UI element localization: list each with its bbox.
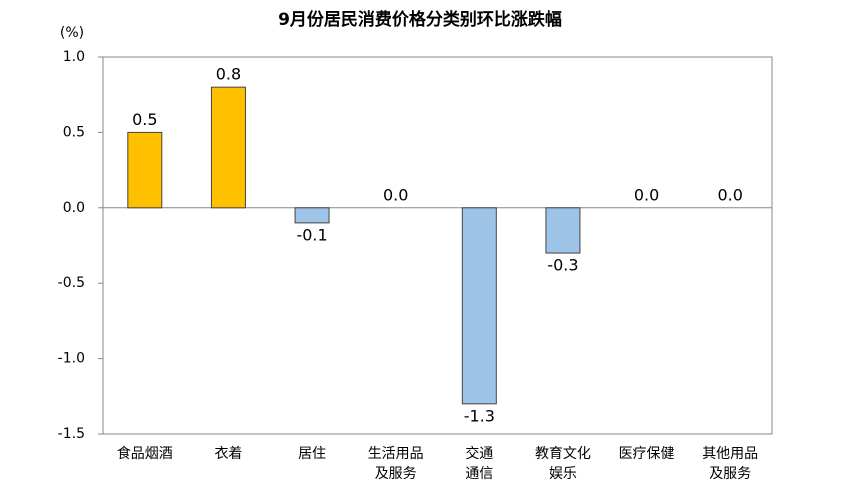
x-tick-label: 其他用品 及服务	[702, 446, 759, 482]
x-tick-label: 居住	[298, 446, 327, 462]
y-tick-label: 0.0	[63, 200, 85, 216]
value-label: 0.0	[634, 185, 659, 204]
bar	[461, 207, 497, 405]
y-tick-label: -1.5	[58, 426, 85, 442]
chart-title: 9月份居民消费价格分类别环比涨跌幅	[278, 9, 562, 30]
value-label: -1.3	[464, 406, 495, 425]
value-label: 0.8	[216, 65, 241, 84]
y-tick-label: -1.0	[58, 351, 85, 367]
x-tick-label: 教育文化 娱乐	[534, 446, 591, 482]
bar	[210, 86, 246, 209]
y-axis-label: (%)	[60, 25, 84, 41]
value-label: 0.0	[717, 185, 742, 204]
x-tick-label: 衣着	[214, 446, 243, 462]
y-tick-label: 1.0	[63, 49, 85, 65]
x-tick-label: 医疗保健	[618, 446, 675, 462]
bar	[545, 207, 581, 254]
x-tick-label: 交通 通信	[465, 446, 494, 482]
value-label: -0.3	[547, 256, 578, 275]
y-tick-label: -0.5	[58, 275, 85, 291]
y-tick-label: 0.5	[63, 124, 85, 140]
value-label: -0.1	[296, 225, 327, 244]
x-tick-label: 食品烟酒	[116, 446, 173, 462]
value-label: 0.5	[132, 110, 157, 129]
bar	[294, 207, 330, 224]
bar	[127, 131, 163, 209]
x-tick-label: 生活用品 及服务	[367, 446, 424, 482]
value-label: 0.0	[383, 185, 408, 204]
plot-frame	[102, 56, 773, 435]
